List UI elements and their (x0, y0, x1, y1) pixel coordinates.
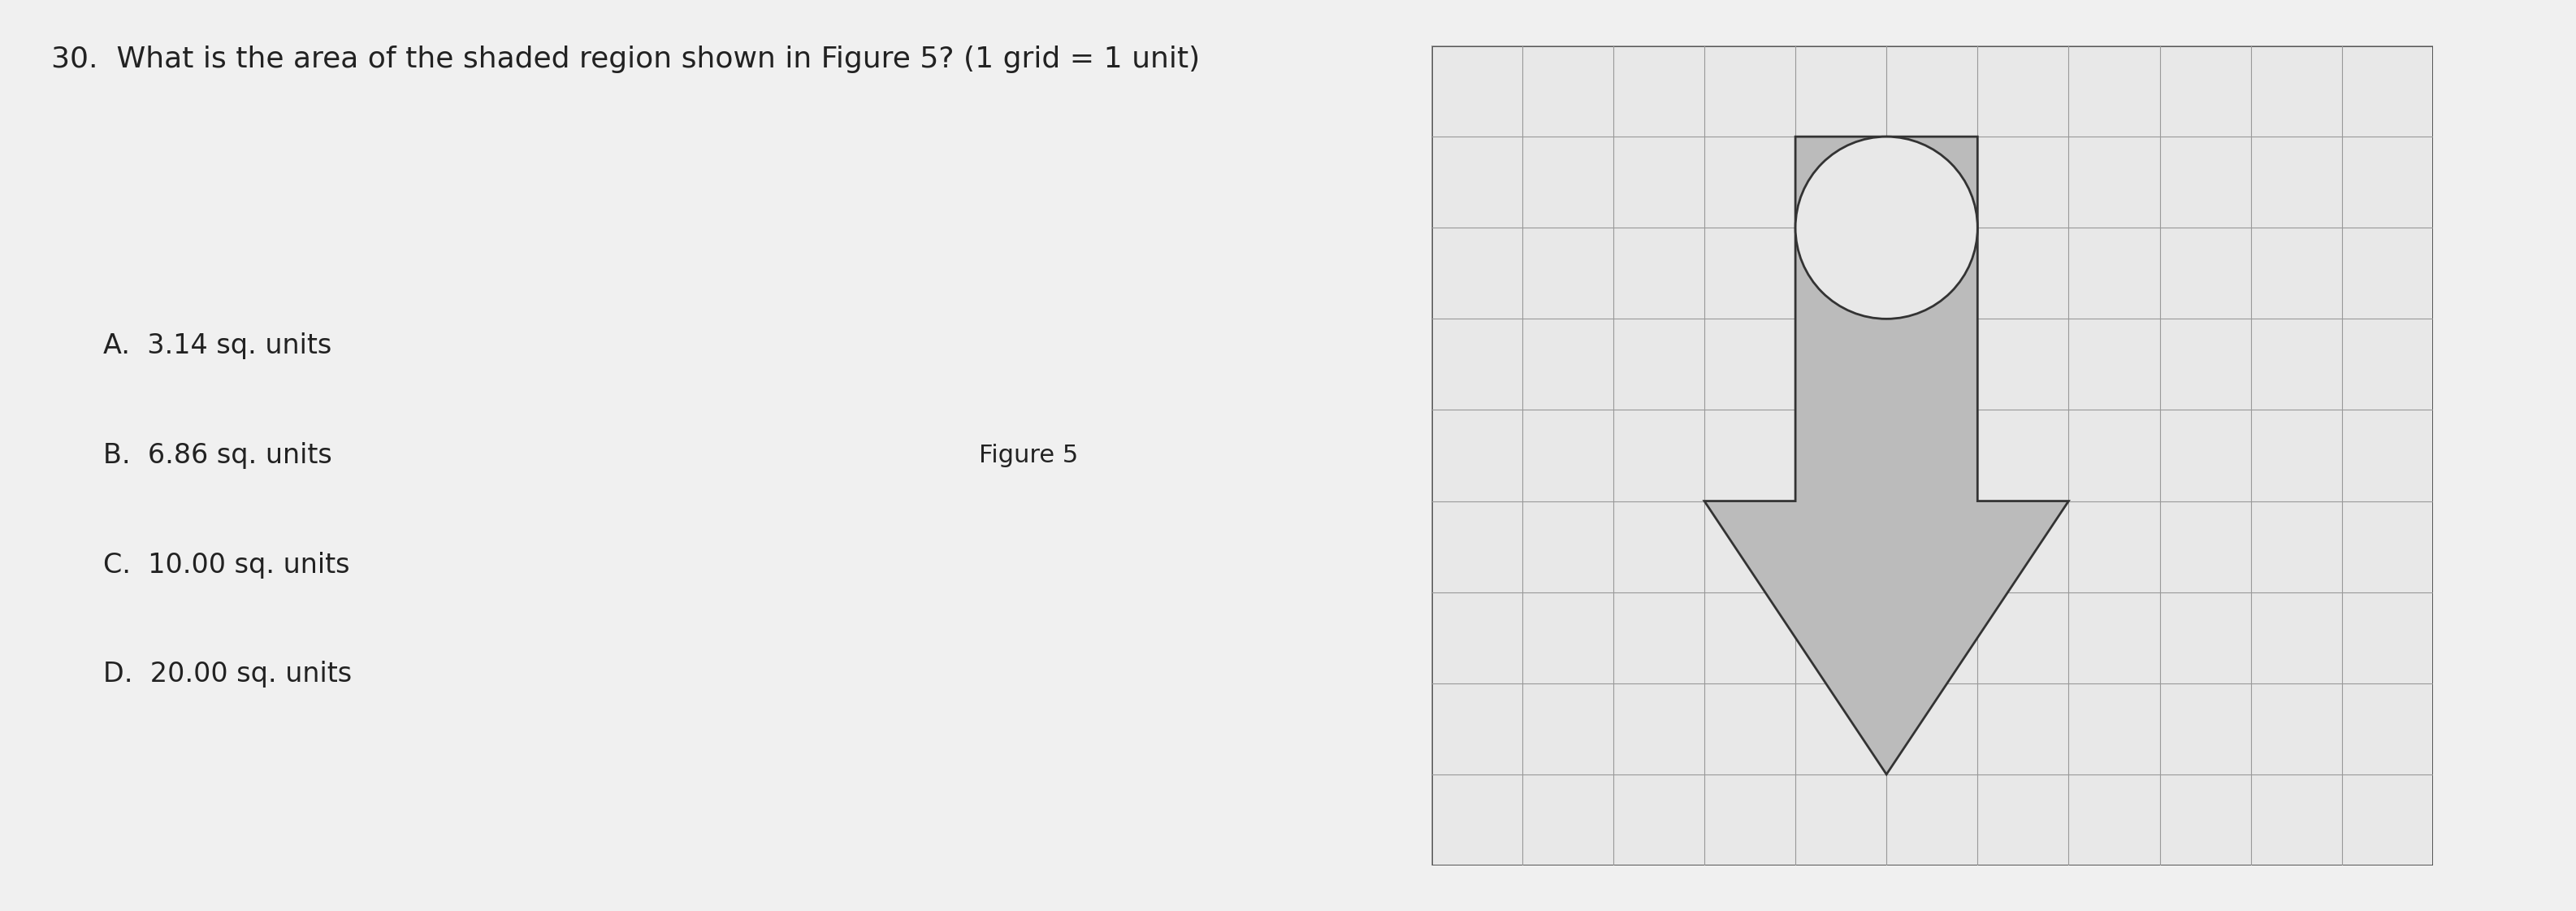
Circle shape (1795, 137, 1978, 319)
Text: D.  20.00 sq. units: D. 20.00 sq. units (103, 660, 353, 688)
Text: 30.  What is the area of the shaded region shown in Figure 5? (1 grid = 1 unit): 30. What is the area of the shaded regio… (52, 46, 1200, 73)
Text: B.  6.86 sq. units: B. 6.86 sq. units (103, 442, 332, 469)
Text: C.  10.00 sq. units: C. 10.00 sq. units (103, 551, 350, 578)
Text: A.  3.14 sq. units: A. 3.14 sq. units (103, 333, 332, 360)
Polygon shape (1705, 137, 2069, 774)
Text: Figure 5: Figure 5 (979, 444, 1079, 467)
